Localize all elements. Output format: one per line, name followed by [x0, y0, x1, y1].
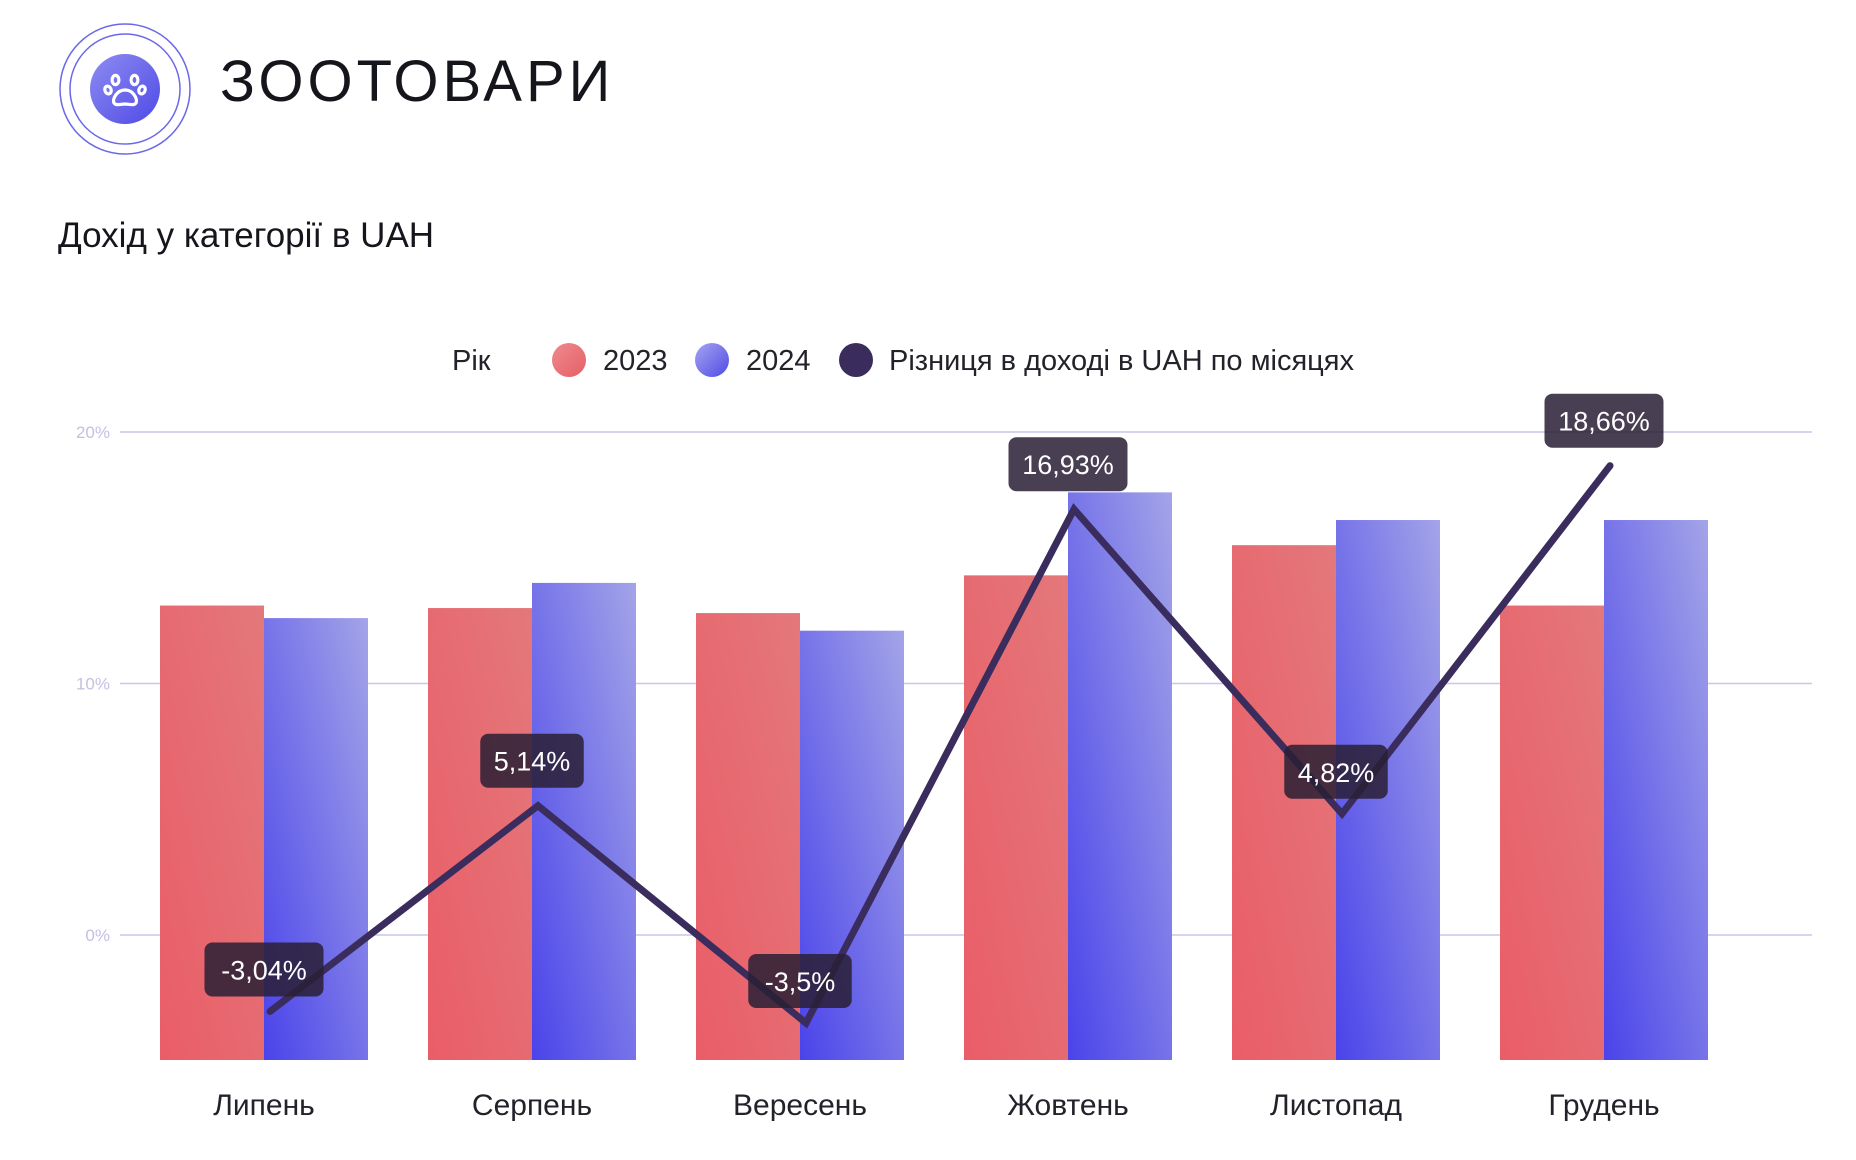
difference-label-text: 18,66% — [1558, 407, 1650, 437]
legend-swatch-difference — [839, 343, 873, 377]
x-tick-label: Липень — [213, 1089, 315, 1122]
bar-2023 — [964, 575, 1068, 1060]
difference-label-text: -3,5% — [765, 967, 836, 997]
legend-label-difference: Різниця в доході в UAH по місяцях — [889, 345, 1354, 377]
y-tick-label: 10% — [76, 675, 110, 694]
bar-2023 — [428, 608, 532, 1060]
difference-label-box — [1544, 393, 1664, 448]
legend-title: Рік — [452, 345, 491, 377]
legend-swatch-2023 — [552, 343, 586, 377]
difference-label-box — [1008, 437, 1128, 492]
difference-label-text: 16,93% — [1022, 450, 1114, 480]
brand-logo — [58, 22, 192, 156]
chart-bars — [160, 492, 1708, 1060]
bar-2024 — [1068, 492, 1172, 1060]
difference-label-box — [1284, 744, 1388, 799]
difference-data-labels: -3,04% 5,14% -3,5% 16,93% 4,82% 18,66% — [204, 393, 1664, 1009]
x-axis-labels: Липень Серпень Вересень Жовтень Листопад Груд… — [213, 1089, 1659, 1122]
bar-2023 — [1232, 545, 1336, 1060]
x-tick-label: Жовтень — [1007, 1089, 1129, 1122]
chart-title: Дохід у категорії в UAH — [58, 216, 435, 255]
bar-2024 — [532, 582, 636, 1060]
y-tick-label: 20% — [76, 423, 110, 442]
legend-swatch-2024 — [695, 343, 729, 377]
x-tick-label: Серпень — [472, 1089, 592, 1122]
difference-label: 4,82% — [1284, 744, 1388, 799]
difference-label: 5,14% — [480, 733, 584, 788]
paw-icon — [59, 23, 191, 155]
x-tick-label: Вересень — [733, 1089, 867, 1122]
difference-label-text: 5,14% — [494, 747, 571, 777]
difference-label-text: -3,04% — [221, 955, 307, 985]
x-tick-label: Грудень — [1548, 1089, 1659, 1122]
bar-2023 — [1500, 605, 1604, 1060]
difference-label-text: 4,82% — [1298, 758, 1375, 788]
difference-label-box — [748, 954, 852, 1009]
brand-name: ЗООТОВАРИ — [220, 49, 615, 114]
y-tick-label: 0% — [85, 926, 110, 945]
bar-2024 — [1604, 520, 1708, 1060]
legend-label-2023: 2023 — [603, 345, 668, 377]
difference-label-box — [480, 733, 584, 788]
difference-label: -3,04% — [204, 942, 324, 997]
difference-label: -3,5% — [748, 954, 852, 1009]
chart-legend: Рік 2023 2024 Різниця в доході в UAH по … — [452, 343, 1354, 377]
legend-label-2024: 2024 — [746, 345, 811, 377]
difference-label-box — [204, 942, 324, 997]
difference-label: 16,93% — [1008, 437, 1128, 492]
difference-label: 18,66% — [1544, 393, 1664, 448]
x-tick-label: Листопад — [1270, 1089, 1402, 1122]
